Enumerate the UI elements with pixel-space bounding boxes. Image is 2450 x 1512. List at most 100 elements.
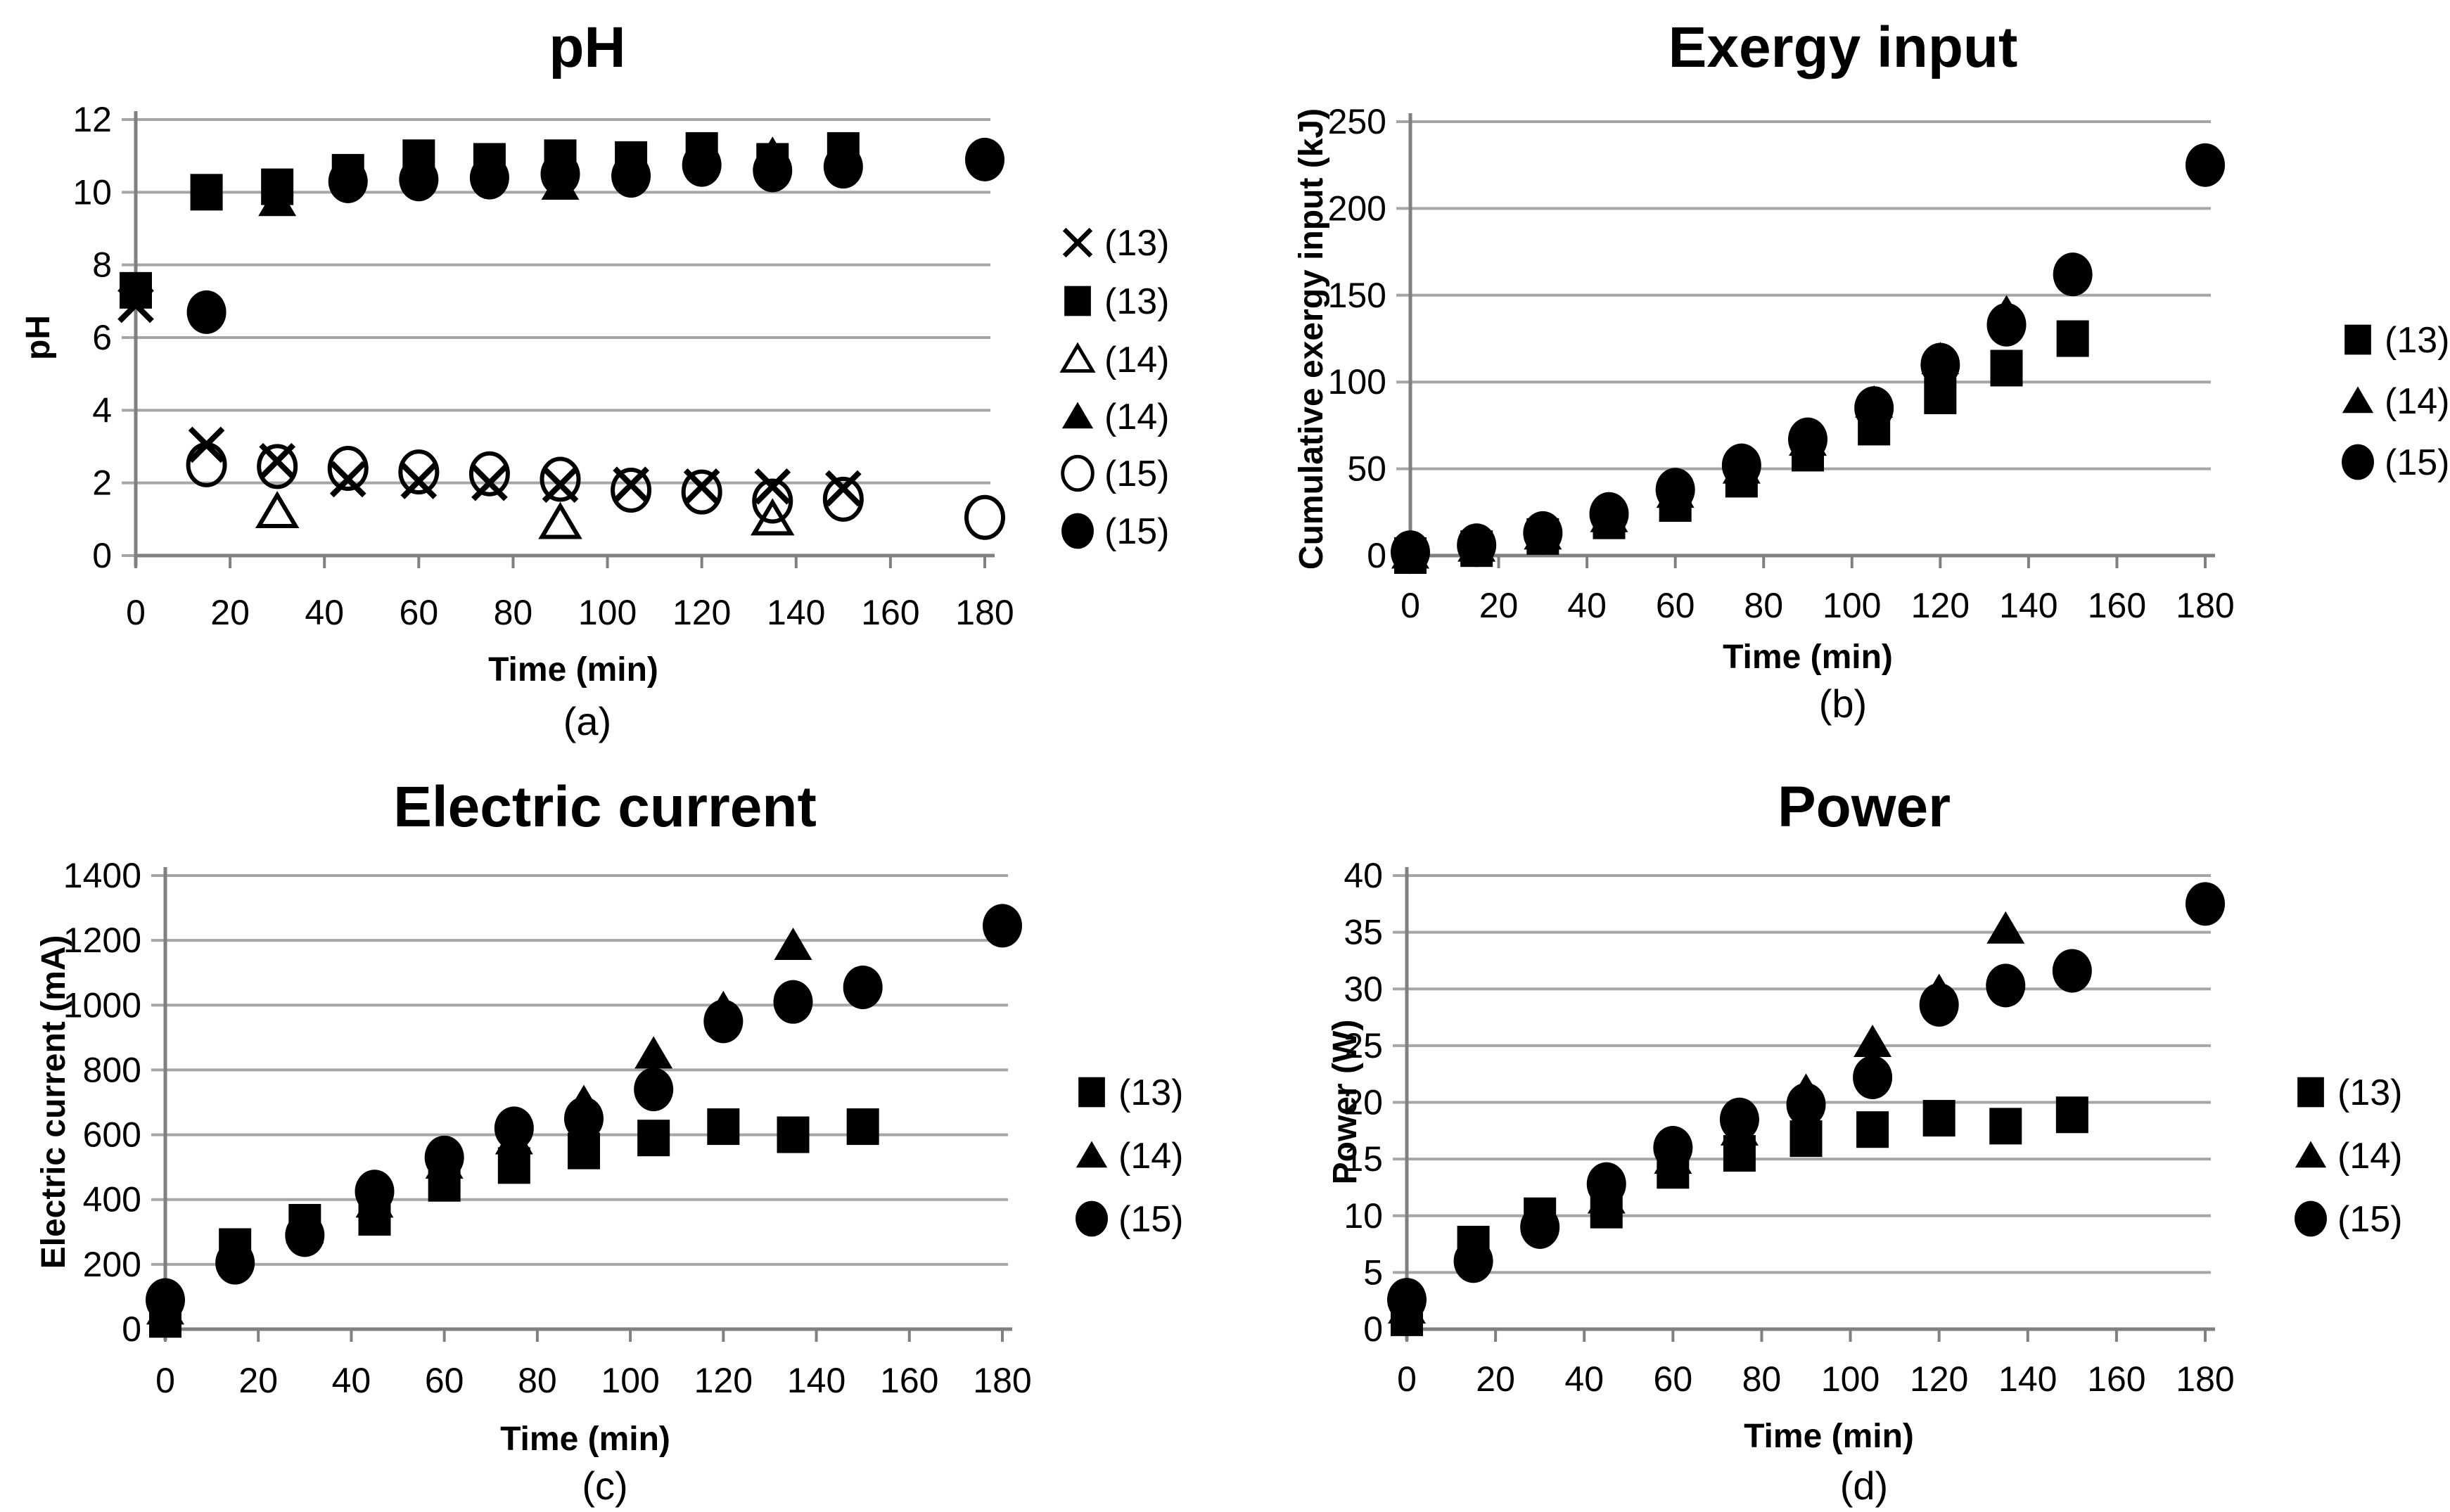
x-axis-tick-label: 0	[155, 1361, 175, 1400]
legend-circle-filled-icon	[1061, 513, 1094, 549]
legend-triangle-filled-icon	[2295, 1141, 2327, 1168]
data-point-marker	[1920, 342, 1960, 387]
x-stroke	[400, 463, 438, 499]
series-circle-filled-(15)	[1391, 143, 2225, 575]
y-axis-tick-label: 5	[1363, 1252, 1383, 1292]
y-axis-tick-label: 0	[1367, 536, 1386, 575]
data-point-marker	[846, 1108, 879, 1146]
series-circle-filled-(15)	[1387, 882, 2225, 1322]
legend-square-filled-icon	[1064, 286, 1091, 316]
data-point-marker	[753, 148, 793, 193]
data-point-marker	[494, 1106, 534, 1151]
y-axis-tick-label: 2	[92, 463, 112, 503]
data-point-marker	[255, 491, 300, 528]
data-point-marker	[1986, 963, 2026, 1008]
x-axis-label: Time (min)	[488, 651, 658, 688]
chart-panel-c: 0 200 400 600 800 1000 1200 1400 0 20 40 60 80 100 120…	[35, 775, 1183, 1508]
panel-caption: (d)	[1840, 1463, 1888, 1508]
legend-item-label: (13)	[1118, 1072, 1183, 1113]
data-point-marker	[285, 1213, 325, 1257]
data-point-marker	[2186, 882, 2225, 926]
series-circle-filled-(15)	[146, 904, 1022, 1322]
x-axis-tick-label: 20	[238, 1361, 278, 1400]
x-axis-tick-label: 100	[1823, 586, 1881, 625]
legend-circle-filled-icon	[2342, 444, 2374, 480]
y-axis-label: pH	[20, 315, 57, 360]
y-axis-tick-label: 1000	[63, 985, 141, 1025]
x-axis-tick-label: 20	[210, 593, 250, 632]
legend: (13) (14) (15)	[2342, 320, 2449, 483]
x-axis-tick-label: 60	[1656, 586, 1695, 625]
y-axis-tick-label: 50	[1347, 449, 1386, 489]
data-point-marker	[2053, 252, 2093, 297]
data-point-marker	[538, 501, 582, 539]
data-point-marker	[468, 451, 510, 496]
x-axis-tick-label: 40	[1564, 1359, 1604, 1399]
y-axis-tick-label: 400	[83, 1180, 141, 1219]
x-stroke	[825, 470, 862, 507]
x-axis-tick-label: 160	[880, 1361, 938, 1400]
x-axis-tick-label: 120	[1910, 1359, 1968, 1399]
data-point-marker	[823, 145, 863, 189]
data-point-marker	[964, 494, 1005, 540]
data-point-marker	[1854, 386, 1894, 430]
data-point-marker	[1788, 417, 1827, 461]
data-point-marker	[471, 464, 508, 501]
data-point-marker	[190, 174, 223, 211]
data-point-marker	[1989, 1108, 2022, 1145]
x-axis-tick-label: 120	[1911, 586, 1970, 625]
legend-item-label: (15)	[1118, 1199, 1183, 1240]
y-axis-tick-label: 1400	[63, 856, 141, 895]
data-point-marker	[1653, 1126, 1693, 1170]
y-axis-tick-label: 8	[92, 245, 112, 285]
legend-circle-filled-icon	[1076, 1200, 1108, 1237]
data-point-marker	[1589, 492, 1629, 536]
series-circle-open-(15)	[186, 442, 1005, 540]
data-point-marker	[329, 461, 366, 498]
data-point-marker	[1586, 1162, 1626, 1206]
data-point-marker	[682, 143, 722, 187]
data-point-marker	[215, 1241, 255, 1285]
x-axis-tick-label: 40	[305, 593, 344, 632]
x-axis-tick-label: 20	[1476, 1359, 1515, 1399]
x-axis-label: Time (min)	[1744, 1418, 1914, 1455]
y-axis-tick-label: 10	[1344, 1196, 1383, 1236]
data-point-marker	[2052, 949, 2092, 993]
x-axis-tick-label: 80	[518, 1361, 557, 1400]
x-axis-tick-label: 80	[1742, 1359, 1782, 1399]
data-point-marker	[540, 456, 581, 502]
x-stroke	[471, 464, 508, 501]
data-point-marker	[2056, 320, 2089, 357]
panel-caption: (c)	[582, 1463, 627, 1508]
x-axis-tick-label: 140	[767, 593, 825, 632]
legend-circle-filled-icon	[2295, 1200, 2327, 1237]
series-triangle-open-(14)	[255, 491, 795, 539]
legend-x-icon	[1062, 227, 1093, 258]
legend-item-label: (14)	[1104, 397, 1169, 437]
data-point-marker	[681, 469, 722, 515]
y-axis-tick-label: 200	[83, 1245, 141, 1284]
y-axis-tick-label: 600	[83, 1115, 141, 1155]
y-axis-tick-label: 25	[1344, 1026, 1383, 1065]
legend-item-label: (15)	[2337, 1199, 2402, 1240]
legend: (13) (14) (15)	[1076, 1072, 1183, 1240]
x-axis-tick-label: 100	[1821, 1359, 1880, 1399]
data-point-marker	[1457, 523, 1497, 568]
y-axis-tick-label: 20	[1344, 1083, 1383, 1122]
x-stroke	[1062, 227, 1093, 258]
x-axis-tick-label: 180	[2176, 1359, 2234, 1399]
x-axis-tick-label: 60	[400, 593, 439, 632]
y-axis-tick-label: 4	[92, 390, 112, 430]
y-axis-tick-label: 200	[1328, 188, 1386, 228]
y-axis-tick-label: 40	[1344, 856, 1383, 895]
y-axis-tick-label: 150	[1328, 276, 1386, 315]
data-point-marker	[634, 1036, 673, 1069]
x-axis-tick-label: 80	[1744, 586, 1783, 625]
data-point-marker	[186, 290, 227, 334]
legend-item-label: (15)	[1104, 454, 1169, 494]
series-circle-filled-(15)	[186, 137, 1004, 334]
x-axis-tick-label: 0	[1397, 1359, 1417, 1399]
x-axis-tick-label: 0	[126, 593, 146, 632]
legend-item-label: (14)	[1104, 340, 1169, 380]
